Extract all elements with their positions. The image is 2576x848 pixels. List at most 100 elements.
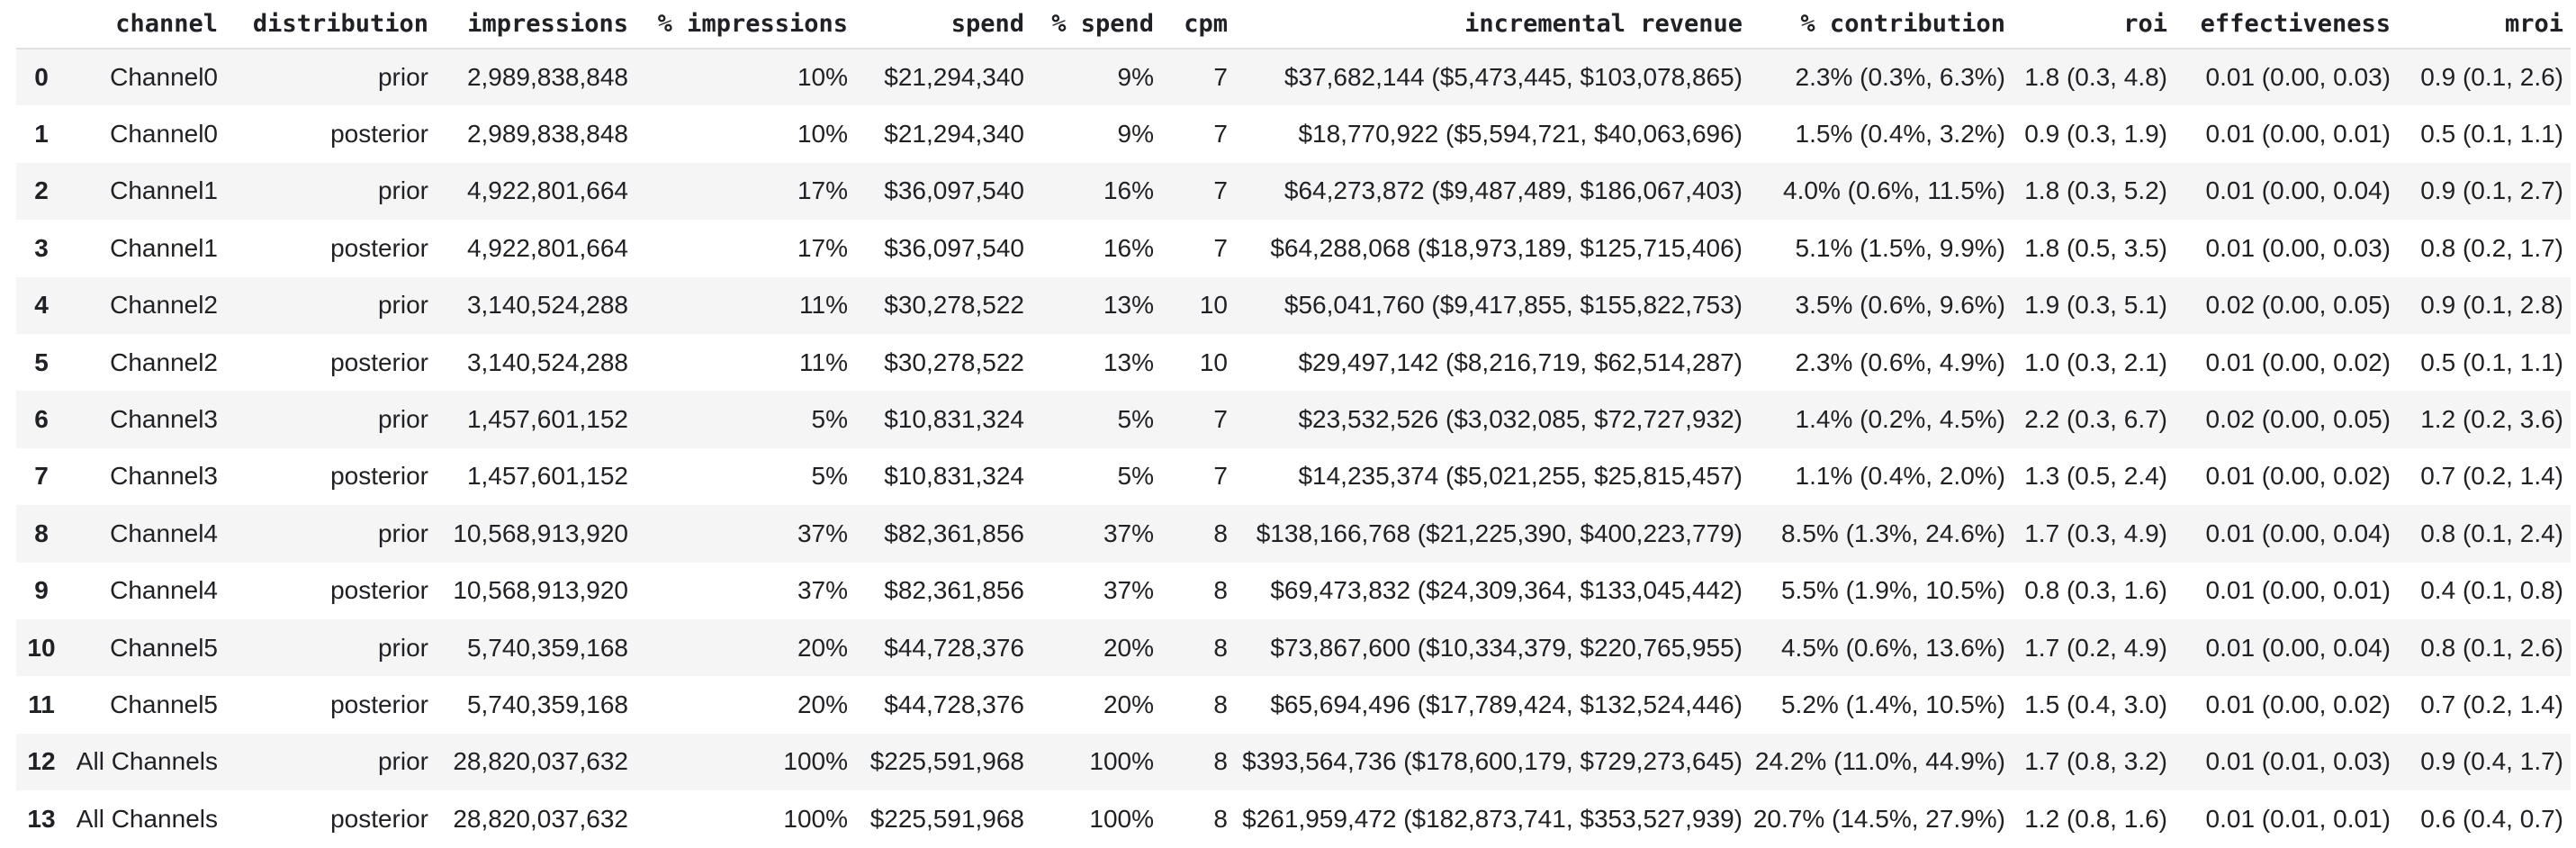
cell-effectiveness: 0.01 (0.00, 0.02) bbox=[2205, 462, 2391, 491]
cell-pct-impressions: 20% bbox=[797, 690, 848, 718]
cell-mroi: 0.7 (0.2, 1.4) bbox=[2420, 690, 2563, 718]
row-index: 4 bbox=[34, 291, 49, 320]
cell-distribution: posterior bbox=[330, 462, 428, 491]
table-header: channel distribution impressions % impre… bbox=[16, 0, 2571, 50]
cell-channel: Channel2 bbox=[110, 291, 218, 320]
cell-impressions: 5,740,359,168 bbox=[466, 633, 628, 662]
cell-spend: $30,278,522 bbox=[884, 291, 1024, 320]
table-row: 4 Channel2 prior 3,140,524,288 11% $30,278,52… bbox=[16, 276, 2571, 334]
cell-pct-impressions: 10% bbox=[797, 63, 848, 92]
cell-pct-contribution: 5.2% (1.4%, 10.5%) bbox=[1780, 690, 2005, 718]
cell-incremental-revenue: $65,694,496 ($17,789,424, $132,524,446) bbox=[1270, 690, 1743, 718]
cell-incremental-revenue: $69,473,832 ($24,309,364, $133,045,442) bbox=[1270, 576, 1743, 605]
cell-roi: 1.8 (0.3, 5.2) bbox=[2024, 176, 2167, 205]
cell-pct-spend: 37% bbox=[1103, 519, 1154, 547]
cell-roi: 1.3 (0.5, 2.4) bbox=[2024, 462, 2167, 491]
cell-pct-impressions: 5% bbox=[811, 462, 848, 491]
cell-effectiveness: 0.01 (0.00, 0.02) bbox=[2205, 347, 2391, 376]
cell-cpm: 8 bbox=[1213, 519, 1228, 547]
table-row: 13 All Channels posterior 28,820,037,632 100… bbox=[16, 790, 2571, 847]
cell-effectiveness: 0.01 (0.00, 0.03) bbox=[2205, 63, 2391, 92]
cell-impressions: 3,140,524,288 bbox=[466, 347, 628, 376]
cell-cpm: 7 bbox=[1213, 63, 1228, 92]
cell-spend: $44,728,376 bbox=[884, 633, 1024, 662]
cell-distribution: posterior bbox=[330, 233, 428, 262]
cell-impressions: 2,989,838,848 bbox=[466, 63, 628, 92]
cell-impressions: 1,457,601,152 bbox=[466, 405, 628, 434]
cell-pct-impressions: 17% bbox=[797, 233, 848, 262]
cell-mroi: 0.9 (0.1, 2.6) bbox=[2420, 63, 2563, 92]
cell-pct-impressions: 100% bbox=[783, 747, 848, 776]
cell-channel: Channel5 bbox=[110, 633, 218, 662]
header-row: channel distribution impressions % impre… bbox=[16, 0, 2571, 50]
cell-cpm: 8 bbox=[1213, 576, 1228, 605]
cell-spend: $36,097,540 bbox=[884, 233, 1024, 262]
cell-pct-impressions: 20% bbox=[797, 633, 848, 662]
cell-incremental-revenue: $29,497,142 ($8,216,719, $62,514,287) bbox=[1298, 347, 1743, 376]
cell-pct-contribution: 5.1% (1.5%, 9.9%) bbox=[1795, 233, 2005, 262]
column-header-cpm: cpm bbox=[1161, 0, 1235, 50]
cell-pct-contribution: 3.5% (0.6%, 9.6%) bbox=[1795, 291, 2005, 320]
cell-effectiveness: 0.01 (0.01, 0.01) bbox=[2205, 804, 2391, 833]
dataframe-table: channel distribution impressions % impre… bbox=[16, 0, 2571, 847]
table-row: 11 Channel5 posterior 5,740,359,168 20% $44,7… bbox=[16, 676, 2571, 733]
cell-distribution: posterior bbox=[330, 347, 428, 376]
cell-pct-impressions: 11% bbox=[799, 347, 848, 376]
row-index: 2 bbox=[34, 176, 49, 205]
cell-pct-spend: 16% bbox=[1103, 176, 1154, 205]
cell-pct-impressions: 37% bbox=[797, 576, 848, 605]
cell-cpm: 10 bbox=[1199, 347, 1228, 376]
cell-effectiveness: 0.02 (0.00, 0.05) bbox=[2205, 291, 2391, 320]
cell-effectiveness: 0.01 (0.00, 0.04) bbox=[2205, 633, 2391, 662]
cell-cpm: 7 bbox=[1213, 120, 1228, 149]
row-index: 11 bbox=[28, 690, 55, 718]
cell-cpm: 7 bbox=[1213, 233, 1228, 262]
table-row: 7 Channel3 posterior 1,457,601,152 5% $10,831… bbox=[16, 448, 2571, 505]
table-row: 8 Channel4 prior 10,568,913,920 37% $82,361,8… bbox=[16, 505, 2571, 563]
row-index: 8 bbox=[34, 519, 49, 547]
table-row: 3 Channel1 posterior 4,922,801,664 17% $36,09… bbox=[16, 220, 2571, 276]
cell-impressions: 5,740,359,168 bbox=[466, 690, 628, 718]
cell-spend: $225,591,968 bbox=[869, 747, 1024, 776]
cell-impressions: 4,922,801,664 bbox=[466, 233, 628, 262]
cell-pct-spend: 16% bbox=[1103, 233, 1154, 262]
cell-incremental-revenue: $37,682,144 ($5,473,445, $103,078,865) bbox=[1283, 63, 1743, 92]
table-row: 0 Channel0 prior 2,989,838,848 10% $21,294,34… bbox=[16, 49, 2571, 106]
column-header-pct-contribution: % contribution bbox=[1750, 0, 2013, 50]
cell-channel: Channel1 bbox=[110, 176, 218, 205]
table-row: 5 Channel2 posterior 3,140,524,288 11% $30,27… bbox=[16, 334, 2571, 391]
cell-pct-contribution: 1.5% (0.4%, 3.2%) bbox=[1795, 120, 2005, 149]
cell-distribution: posterior bbox=[330, 120, 428, 149]
cell-mroi: 0.5 (0.1, 1.1) bbox=[2420, 120, 2563, 149]
cell-mroi: 1.2 (0.2, 3.6) bbox=[2420, 405, 2563, 434]
cell-channel: Channel3 bbox=[110, 405, 218, 434]
cell-mroi: 0.9 (0.1, 2.7) bbox=[2420, 176, 2563, 205]
cell-roi: 0.9 (0.3, 1.9) bbox=[2024, 120, 2167, 149]
cell-roi: 1.8 (0.3, 4.8) bbox=[2024, 63, 2167, 92]
column-header-distribution: distribution bbox=[225, 0, 436, 50]
cell-cpm: 8 bbox=[1213, 747, 1228, 776]
cell-spend: $21,294,340 bbox=[884, 120, 1024, 149]
cell-channel: Channel5 bbox=[110, 690, 218, 718]
cell-pct-impressions: 17% bbox=[797, 176, 848, 205]
cell-pct-contribution: 8.5% (1.3%, 24.6%) bbox=[1780, 519, 2005, 547]
row-index: 1 bbox=[34, 120, 49, 149]
cell-pct-spend: 5% bbox=[1117, 405, 1154, 434]
cell-effectiveness: 0.01 (0.00, 0.04) bbox=[2205, 519, 2391, 547]
row-index: 13 bbox=[27, 804, 56, 833]
cell-effectiveness: 0.02 (0.00, 0.05) bbox=[2205, 405, 2391, 434]
cell-incremental-revenue: $64,273,872 ($9,487,489, $186,067,403) bbox=[1283, 176, 1743, 205]
cell-channel: All Channels bbox=[76, 804, 218, 833]
cell-mroi: 0.4 (0.1, 0.8) bbox=[2420, 576, 2563, 605]
cell-pct-spend: 100% bbox=[1089, 804, 1154, 833]
table-row: 6 Channel3 prior 1,457,601,152 5% $10,831,324… bbox=[16, 391, 2571, 448]
cell-spend: $82,361,856 bbox=[884, 519, 1024, 547]
cell-distribution: posterior bbox=[330, 690, 428, 718]
cell-effectiveness: 0.01 (0.00, 0.03) bbox=[2205, 233, 2391, 262]
cell-channel: Channel4 bbox=[110, 576, 218, 605]
cell-pct-spend: 100% bbox=[1089, 747, 1154, 776]
cell-channel: Channel4 bbox=[110, 519, 218, 547]
column-header-incremental-revenue: incremental revenue bbox=[1235, 0, 1750, 50]
row-index: 6 bbox=[34, 405, 49, 434]
cell-incremental-revenue: $14,235,374 ($5,021,255, $25,815,457) bbox=[1298, 462, 1743, 491]
